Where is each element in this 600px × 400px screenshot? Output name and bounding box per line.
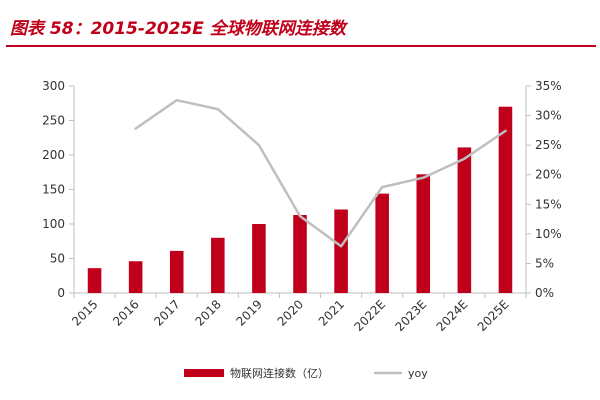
chart-header: 图表 58：2015-2025E 全球物联网连接数 bbox=[0, 0, 600, 48]
x-tick-label: 2018 bbox=[192, 297, 223, 328]
bar-2022E bbox=[375, 193, 389, 293]
x-tick-label: 2021 bbox=[316, 297, 347, 328]
legend-bar-label: 物联网连接数（亿） bbox=[230, 366, 329, 380]
left-tick-label: 150 bbox=[42, 183, 65, 197]
bar-2019 bbox=[252, 224, 266, 293]
left-tick-label: 200 bbox=[42, 148, 65, 162]
x-tick-label: 2016 bbox=[110, 297, 141, 328]
bar-2024E bbox=[457, 147, 472, 293]
right-tick-label: 10% bbox=[535, 227, 562, 241]
right-tick-label: 15% bbox=[535, 197, 562, 211]
bar-2015 bbox=[87, 268, 102, 293]
right-tick-label: 25% bbox=[535, 138, 562, 152]
legend-line-label: yoy bbox=[408, 367, 428, 380]
right-tick-label: 20% bbox=[535, 168, 562, 182]
right-tick-label: 35% bbox=[535, 79, 562, 93]
x-tick-label: 2019 bbox=[234, 297, 265, 328]
left-tick-label: 300 bbox=[42, 79, 65, 93]
x-tick-label: 2020 bbox=[275, 297, 306, 328]
x-tick-label: 2017 bbox=[151, 297, 182, 328]
x-tick-label: 2023E bbox=[393, 297, 430, 334]
bar-2023E bbox=[416, 174, 431, 293]
right-tick-label: 0% bbox=[535, 286, 554, 300]
bar-2016 bbox=[128, 261, 143, 293]
x-tick-label: 2022E bbox=[351, 297, 388, 334]
x-tick-label: 2015 bbox=[69, 297, 100, 328]
left-tick-label: 250 bbox=[42, 114, 65, 128]
bar-2017 bbox=[169, 250, 184, 293]
yoy-line bbox=[134, 98, 507, 248]
legend-bar-swatch bbox=[184, 369, 224, 377]
left-tick-label: 50 bbox=[50, 252, 65, 266]
bar-2025E bbox=[498, 106, 513, 293]
bar-2020 bbox=[293, 215, 307, 293]
left-tick-label: 0 bbox=[57, 286, 65, 300]
right-tick-label: 30% bbox=[535, 109, 562, 123]
chart-title: 图表 58：2015-2025E 全球物联网连接数 bbox=[10, 19, 346, 39]
left-tick-label: 100 bbox=[42, 217, 65, 231]
x-tick-label: 2025E bbox=[475, 297, 512, 334]
bar-2021 bbox=[334, 209, 348, 293]
bar-2018 bbox=[211, 237, 225, 293]
title-divider bbox=[6, 45, 596, 47]
right-tick-label: 5% bbox=[535, 256, 554, 270]
x-tick-label: 2024E bbox=[434, 297, 471, 334]
